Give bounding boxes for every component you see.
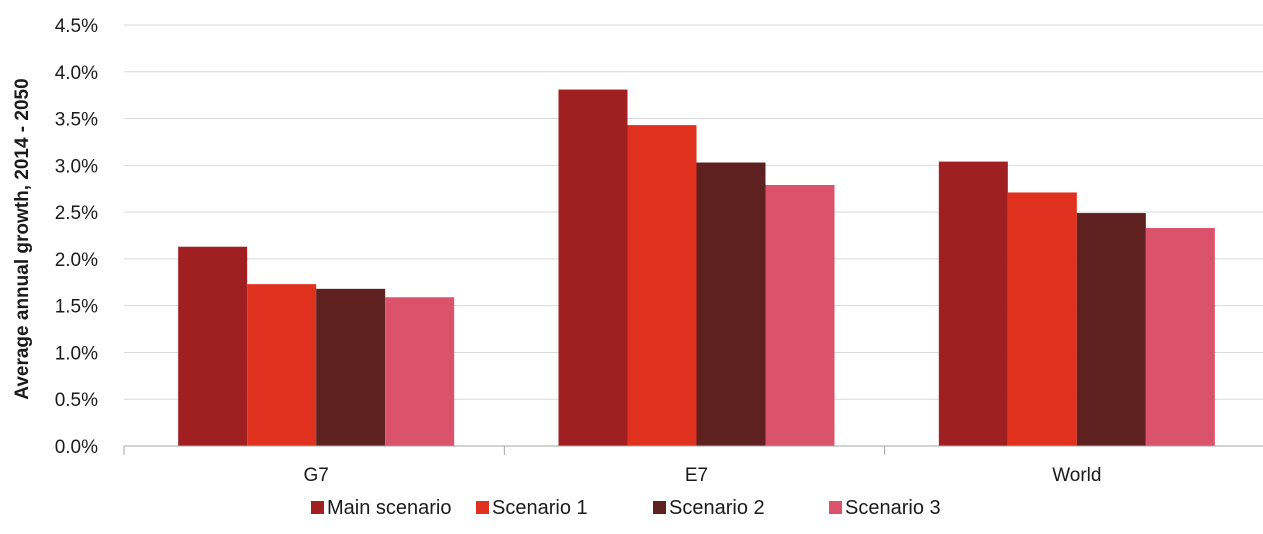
y-axis-label: Average annual growth, 2014 - 2050 — [12, 78, 33, 399]
bar — [558, 89, 628, 446]
bar — [247, 284, 317, 446]
y-tick-label: 0.0% — [55, 437, 98, 458]
y-tick-label: 4.0% — [55, 63, 98, 84]
legend-label: Main scenario — [327, 497, 452, 519]
bar — [1145, 228, 1215, 446]
x-tick-label: E7 — [685, 465, 708, 486]
y-tick-label: 0.5% — [55, 390, 98, 411]
bars — [178, 89, 1215, 447]
y-tick-label: 2.0% — [55, 250, 98, 271]
legend-swatch — [829, 501, 842, 514]
legend-label: Scenario 1 — [492, 497, 588, 519]
axes: 0.0% 0.5% 1.0% 1.5% 2.0% 2.5% 3.0% 3.5% 4.0% 4.5%… — [55, 16, 1263, 486]
x-tick-label: G7 — [303, 465, 328, 486]
bar — [765, 184, 835, 447]
legend-swatch — [311, 501, 324, 514]
bar — [178, 246, 248, 446]
y-tick-label: 4.5% — [55, 16, 98, 37]
y-tick-label: 3.5% — [55, 110, 98, 131]
y-tick-label: 3.0% — [55, 156, 98, 177]
bar — [696, 162, 766, 446]
legend: Main scenario Scenario 1 Scenario 2 Scenari… — [311, 497, 941, 519]
y-tick-label: 2.5% — [55, 203, 98, 224]
y-tick-label: 1.5% — [55, 297, 98, 318]
legend-label: Scenario 2 — [669, 497, 765, 519]
bar — [385, 297, 455, 446]
legend-swatch — [476, 501, 489, 514]
legend-swatch — [653, 501, 666, 514]
y-tick-label: 1.0% — [55, 343, 98, 364]
bar — [1007, 192, 1077, 446]
legend-label: Scenario 3 — [845, 497, 941, 519]
bar — [1076, 213, 1146, 446]
bar — [627, 125, 697, 447]
bar — [938, 161, 1008, 446]
bar — [316, 288, 386, 446]
x-tick-label: World — [1052, 465, 1101, 486]
